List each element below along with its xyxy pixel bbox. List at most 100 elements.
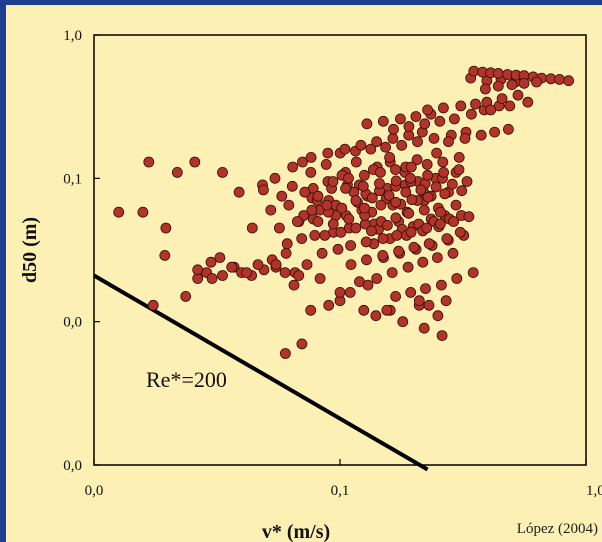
data-point [269,172,281,184]
data-point [413,295,425,307]
data-point [502,123,514,135]
data-point [286,180,298,192]
data-point [485,104,497,116]
data-point [504,100,516,112]
y-tick-label: 0,1 [63,171,82,187]
data-point [358,304,370,316]
data-point [563,75,574,87]
data-point [283,199,295,211]
data-point [273,222,285,234]
data-point [506,79,518,91]
data-point [312,190,324,202]
data-point [332,243,344,255]
x-tick-label: 0,0 [85,483,104,499]
data-point [412,136,423,148]
data-point [443,136,454,148]
data-point [492,68,504,79]
data-point [387,132,399,144]
data-point [358,169,370,181]
data-point [430,181,442,193]
data-point [233,186,245,198]
data-point [160,222,172,234]
data-point [437,102,449,114]
data-point [305,166,317,178]
data-point [415,184,427,196]
data-point [343,213,355,225]
data-point [465,108,477,120]
data-point [403,207,415,219]
data-point [344,286,356,298]
data-point [419,118,431,130]
data-point [381,304,393,316]
data-point [205,256,217,268]
data-point [417,256,429,268]
data-point [470,98,481,110]
data-point [366,192,378,204]
data-point [431,252,443,264]
data-point [206,273,218,284]
data-point [489,126,501,138]
data-point [441,233,453,245]
data-point [279,267,291,279]
data-point [217,166,228,178]
data-point [370,310,382,322]
data-point [335,226,347,238]
data-point [320,158,332,170]
data-point [440,295,452,307]
data-point [319,229,331,241]
data-point [390,212,402,224]
data-point [492,80,504,92]
data-point [257,184,269,196]
data-point [360,236,372,248]
data-point [365,143,377,155]
data-point [143,156,155,168]
data-point [327,218,339,230]
data-point [408,241,420,253]
data-point [322,147,334,159]
data-point [226,261,238,273]
data-point [192,264,204,276]
data-point [299,186,311,198]
data-point [422,169,434,181]
data-point [355,139,367,151]
data-point [461,176,473,187]
data-point [305,304,317,316]
points-layer [113,65,574,359]
data-point [246,222,258,234]
data-point [371,136,383,148]
data-point [439,188,451,200]
data-point [345,259,357,271]
data-point [437,156,449,168]
data-point [288,279,300,291]
data-point [512,89,524,101]
data-point [404,172,416,184]
data-point [361,254,372,266]
data-point [410,111,422,122]
data-point [431,147,443,159]
data-point [377,249,389,261]
data-point [390,196,402,208]
data-point [390,290,402,302]
reynolds-annotation: Re*=200 [146,367,227,392]
data-point [554,74,565,85]
data-point [403,121,415,132]
data-point [276,190,288,202]
data-point [339,143,351,155]
data-point [390,164,401,176]
data-point [350,195,362,206]
data-point [396,139,408,151]
data-point [371,273,383,284]
data-point [281,238,293,250]
data-point [293,270,305,281]
data-point [357,180,369,192]
data-point [340,182,352,194]
x-axis-title: v* (m/s) [262,521,330,542]
data-point [180,290,192,302]
data-point [296,338,308,350]
data-point [438,166,450,178]
data-point [375,199,387,211]
scatter-chart: 0,0 0,1 1,00,00,00,11,0 Re*=200 v* (m/s) d… [19,28,602,542]
data-point [418,322,430,334]
data-point [280,247,292,259]
data-point [306,204,318,216]
